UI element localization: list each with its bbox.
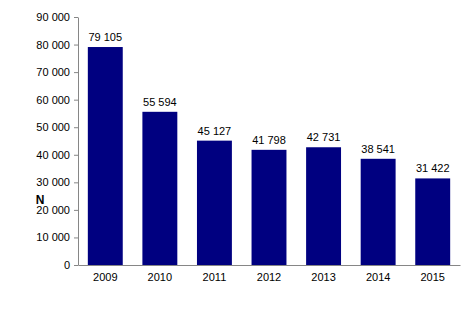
y-axis-title: N [36,193,45,207]
bar [415,178,450,265]
chart: 010 00020 00030 00040 00050 00060 00070 … [0,0,472,315]
bar [88,47,123,265]
data-label: 42 731 [307,131,341,143]
y-tick-label: 90 000 [36,11,70,23]
x-tick: 2011 [203,265,227,283]
y-tick-label: 10 000 [36,231,70,243]
bar [142,112,177,265]
x-tick: 2009 [93,265,117,283]
y-tick-label: 40 000 [36,149,70,161]
x-tick: 2015 [420,265,444,283]
y-tick-mark [74,45,78,46]
x-tick-label: 2014 [366,271,390,283]
x-axis-line [79,265,461,266]
bar [197,141,232,265]
y-tick-mark [74,100,78,101]
y-tick: 70 000 [36,66,78,78]
x-tick-label: 2011 [203,271,227,283]
bar [361,159,396,265]
data-label: 79 105 [88,31,122,43]
y-tick-mark [74,72,78,73]
y-tick: 60 000 [36,94,78,106]
data-labels: 79 105 55 594 45 127 41 798 42 731 38 541 31 4… [88,31,449,174]
data-label: 38 541 [361,143,395,155]
bar [306,147,341,265]
plot: 010 00020 00030 00040 00050 00060 00070 … [36,11,460,283]
data-label: 41 798 [252,134,286,146]
x-tick: 2012 [257,265,281,283]
bar [252,150,287,265]
y-tick-mark [74,237,78,238]
x-tick: 2010 [148,265,172,283]
y-tick-label: 60 000 [36,94,70,106]
y-tick-label: 50 000 [36,121,70,133]
x-tick-label: 2010 [148,271,172,283]
x-tick-label: 2012 [257,271,281,283]
y-tick-label: 80 000 [36,39,70,51]
y-tick-label: 70 000 [36,66,70,78]
data-label: 31 422 [416,162,450,174]
y-tick: 50 000 [36,121,78,133]
y-axis-line [78,18,79,266]
y-tick-mark [74,127,78,128]
y-tick-mark [74,210,78,211]
x-tick-label: 2015 [420,271,444,283]
y-tick-mark [74,155,78,156]
data-label: 55 594 [143,96,177,108]
y-tick-label: 30 000 [36,176,70,188]
y-tick: 10 000 [36,231,78,243]
x-axis: 2009 2010 2011 2012 2013 2014 2015 [79,265,461,283]
x-tick-label: 2013 [311,271,335,283]
y-tick-mark [74,17,78,18]
y-tick: 30 000 [36,176,78,188]
x-tick-label: 2009 [93,271,117,283]
y-tick-label: 0 [64,259,70,271]
data-label: 45 127 [198,125,232,137]
bars [88,47,450,265]
y-tick-mark [74,265,78,266]
y-tick: 40 000 [36,149,78,161]
x-tick: 2014 [366,265,390,283]
y-tick: 0 [64,259,78,271]
y-tick: 90 000 [36,11,78,23]
x-tick: 2013 [311,265,335,283]
y-axis: 010 00020 00030 00040 00050 00060 00070 … [36,11,78,271]
y-tick-mark [74,182,78,183]
y-tick: 80 000 [36,39,78,51]
